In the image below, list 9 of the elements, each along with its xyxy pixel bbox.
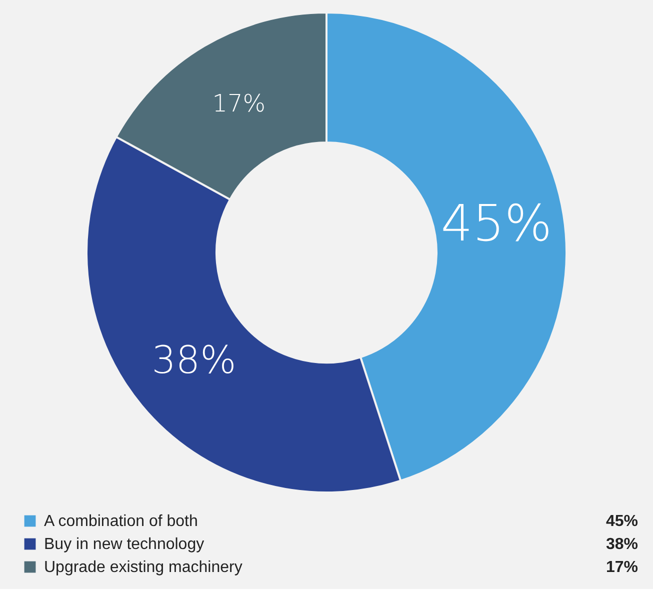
- data-label: 38%: [152, 338, 236, 382]
- text: 38%: [606, 536, 638, 553]
- legend-label: A combination of both: [44, 513, 198, 530]
- text: 45%: [606, 513, 638, 530]
- text: 17%: [606, 559, 638, 576]
- data-label: 45%: [440, 194, 552, 253]
- data-label: 17%: [212, 89, 266, 118]
- legend-label: Upgrade existing machinery: [44, 559, 242, 576]
- legend-label: Buy in new technology: [44, 536, 204, 553]
